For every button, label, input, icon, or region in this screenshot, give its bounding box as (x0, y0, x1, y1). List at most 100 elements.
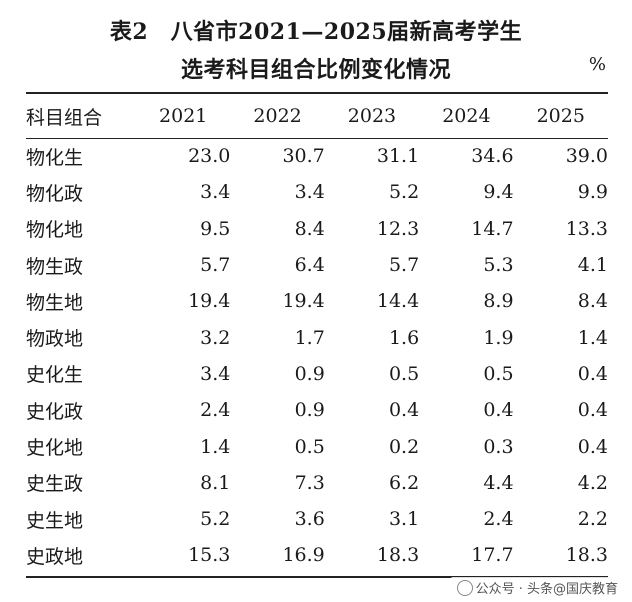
table-title-line1: 表2 八省市2021—2025届新高考学生 (109, 19, 523, 45)
combination-name-cell: 史生政 (26, 473, 84, 496)
table-row: 物化生 23.0 30.7 31.1 34.6 39.0 (26, 138, 608, 174)
percentage-cell: 3.2 (200, 326, 231, 349)
combination-name-cell: 史政地 (26, 545, 84, 568)
percentage-cell: 0.3 (483, 435, 514, 458)
table-header-row: 科目组合 2021 2022 2023 2024 2025 (26, 94, 608, 138)
percentage-cell: 9.4 (483, 181, 514, 204)
table-row: 物生政 5.7 6.4 5.7 5.3 4.1 (26, 247, 608, 283)
percentage-cell: 30.7 (282, 145, 325, 168)
combination-name-cell: 史化生 (26, 364, 84, 387)
percentage-cell: 0.4 (577, 362, 608, 385)
header-cell: 2024 (442, 105, 491, 127)
percentage-cell: 3.4 (294, 181, 325, 204)
percentage-cell: 31.1 (376, 145, 420, 168)
percentage-cell: 5.2 (388, 181, 420, 204)
header-cell: 2021 (159, 105, 208, 127)
percentage-cell: 9.5 (200, 217, 231, 240)
table-row: 史化政 2.4 0.9 0.4 0.4 0.4 (26, 392, 608, 428)
percentage-cell: 3.6 (294, 508, 325, 531)
percentage-cell: 1.7 (294, 326, 325, 349)
percentage-cell: 0.4 (577, 435, 608, 458)
table-title-line2: 选考科目组合比例变化情况 (180, 57, 451, 83)
percentage-cell: 16.9 (282, 544, 325, 567)
percentage-cell: 1.4 (200, 435, 231, 458)
combination-name-cell: 物化地 (26, 219, 84, 242)
percentage-cell: 0.4 (483, 399, 514, 422)
percentage-cell: 5.7 (388, 254, 420, 277)
percentage-cell: 5.3 (483, 254, 514, 277)
percentage-cell: 6.2 (388, 471, 420, 494)
percentage-cell: 8.9 (483, 290, 514, 313)
percentage-cell: 18.3 (376, 544, 420, 567)
unit-label: % (588, 54, 606, 75)
header-rule (26, 138, 608, 139)
percentage-cell: 0.4 (577, 399, 608, 422)
percentage-cell: 17.7 (471, 544, 514, 567)
percentage-cell: 5.2 (200, 508, 231, 531)
percentage-cell: 13.3 (565, 217, 608, 240)
percentage-cell: 8.4 (577, 290, 608, 313)
table-row: 史生地 5.2 3.6 3.1 2.4 2.2 (26, 501, 608, 537)
combination-name-cell: 物化生 (26, 146, 84, 169)
combination-name-cell: 史生地 (26, 509, 84, 532)
combination-name-cell: 物生政 (26, 255, 84, 278)
percentage-cell: 3.4 (200, 362, 231, 385)
percentage-cell: 23.0 (188, 145, 231, 168)
combination-name-cell: 物政地 (26, 328, 84, 351)
subject-combination-table: 科目组合 2021 2022 2023 2024 2025 物化生 23.0 30.… (26, 94, 608, 574)
percentage-cell: 6.4 (294, 254, 325, 277)
table-row: 史政地 15.3 16.9 18.3 17.7 18.3 (26, 537, 608, 573)
percentage-cell: 0.9 (294, 362, 325, 385)
watermark: 公众号 · 头条@国庆教育 (449, 577, 622, 598)
percentage-cell: 14.7 (471, 217, 514, 240)
percentage-cell: 1.6 (388, 326, 420, 349)
percentage-cell: 7.3 (294, 471, 325, 494)
percentage-cell: 3.1 (388, 508, 420, 531)
header-cell: 2023 (347, 105, 397, 127)
percentage-cell: 4.2 (577, 471, 608, 494)
percentage-cell: 18.3 (565, 544, 608, 567)
percentage-cell: 0.9 (294, 399, 325, 422)
header-cell: 科目组合 (26, 106, 103, 129)
percentage-cell: 2.4 (483, 508, 514, 531)
percentage-cell: 19.4 (282, 290, 325, 313)
percentage-cell: 0.4 (388, 399, 420, 422)
table-row: 物生地 19.4 19.4 14.4 8.9 8.4 (26, 283, 608, 319)
percentage-cell: 19.4 (188, 290, 231, 313)
combination-name-cell: 物生地 (26, 291, 84, 314)
percentage-cell: 0.5 (294, 435, 325, 458)
percentage-cell: 39.0 (565, 145, 608, 168)
percentage-cell: 5.7 (200, 254, 231, 277)
combination-name-cell: 物化政 (26, 182, 84, 205)
percentage-cell: 2.4 (200, 399, 231, 422)
percentage-cell: 0.5 (388, 362, 420, 385)
percentage-cell: 1.4 (577, 326, 608, 349)
header-cell: 2025 (536, 105, 585, 127)
percentage-cell: 15.3 (188, 544, 231, 567)
table-row: 物政地 3.2 1.7 1.6 1.9 1.4 (26, 319, 608, 355)
combination-name-cell: 史化政 (26, 400, 84, 423)
table-row: 史生政 8.1 7.3 6.2 4.4 4.2 (26, 465, 608, 501)
percentage-cell: 34.6 (471, 145, 514, 168)
bottom-rule (26, 576, 608, 578)
percentage-cell: 4.1 (577, 254, 608, 277)
watermark-text: 公众号 · 头条@国庆教育 (475, 582, 618, 597)
percentage-cell: 8.1 (200, 471, 231, 494)
percentage-cell: 2.2 (577, 508, 608, 531)
percentage-cell: 14.4 (376, 290, 420, 313)
percentage-cell: 3.4 (200, 181, 231, 204)
combination-name-cell: 史化地 (26, 437, 84, 460)
percentage-cell: 1.9 (483, 326, 514, 349)
table-row: 物化地 9.5 8.4 12.3 14.7 13.3 (26, 211, 608, 247)
percentage-cell: 9.9 (577, 181, 608, 204)
percentage-cell: 4.4 (483, 471, 514, 494)
top-rule (26, 92, 608, 94)
table-row: 史化生 3.4 0.9 0.5 0.5 0.4 (26, 356, 608, 392)
table-row: 物化政 3.4 3.4 5.2 9.4 9.9 (26, 174, 608, 210)
table-row: 史化地 1.4 0.5 0.2 0.3 0.4 (26, 428, 608, 464)
header-cell: 2022 (253, 105, 302, 127)
wechat-icon (456, 580, 473, 596)
percentage-cell: 0.5 (483, 362, 514, 385)
percentage-cell: 12.3 (376, 217, 420, 240)
table-body: 物化生 23.0 30.7 31.1 34.6 39.0 物化政 3.4 3.4 5.2 9.4 9.… (26, 138, 608, 574)
